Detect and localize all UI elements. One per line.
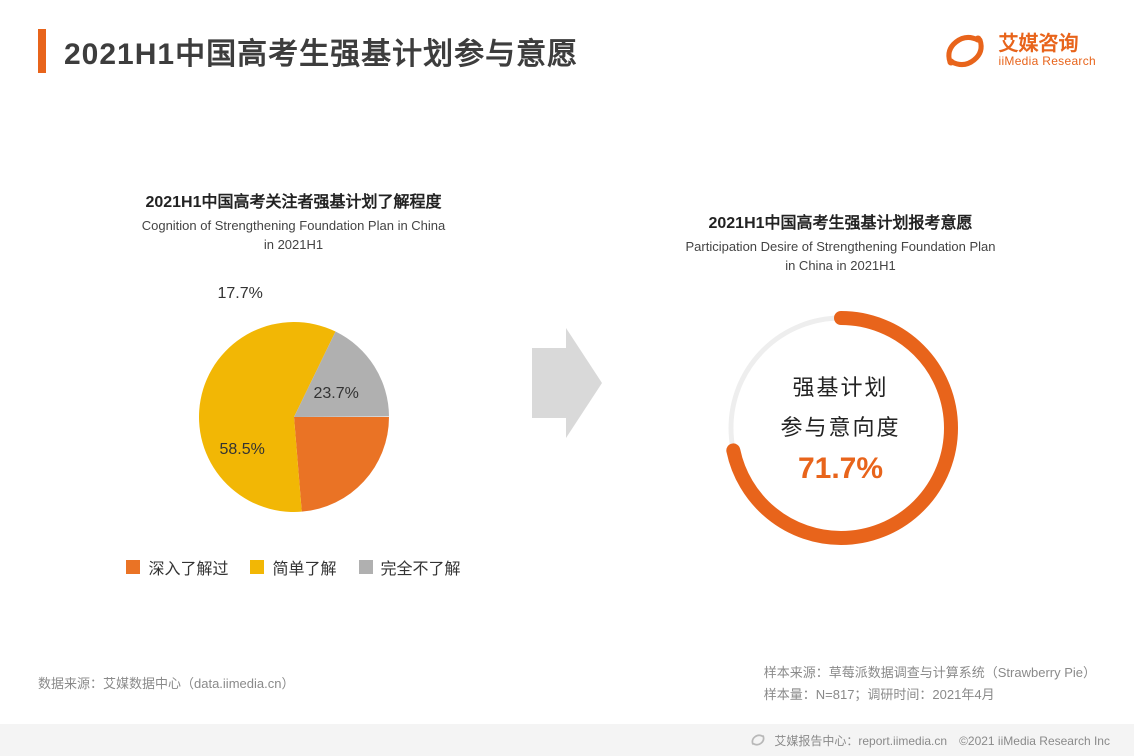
left-title-en1: Cognition of Strengthening Foundation Pl…	[142, 216, 446, 236]
right-title-en2: in China in 2021H1	[685, 256, 995, 276]
legend-swatch	[359, 560, 373, 574]
left-panel: 2021H1中国高考关注者强基计划了解程度 Cognition of Stren…	[60, 188, 527, 579]
header: 2021H1中国高考生强基计划参与意愿 艾媒咨询 iiMedia Researc…	[38, 28, 1096, 74]
ring-value: 71.7%	[780, 452, 900, 486]
ring-chart: 强基计划 参与意向度 71.7%	[711, 298, 971, 558]
page-title: 2021H1中国高考生强基计划参与意愿	[64, 29, 578, 73]
legend-label: 深入了解过	[148, 555, 228, 579]
pie-slice-label: 58.5%	[220, 441, 265, 459]
right-panel: 2021H1中国高考生强基计划报考意愿 Participation Desire…	[607, 209, 1074, 558]
legend-swatch	[250, 560, 264, 574]
brand-logo: 艾媒咨询 iiMedia Research	[942, 28, 1096, 74]
pie-legend: 深入了解过 简单了解 完全不了解	[126, 555, 460, 579]
right-title-en1: Participation Desire of Strengthening Fo…	[685, 237, 995, 257]
left-title-cn: 2021H1中国高考关注者强基计划了解程度	[142, 188, 446, 212]
legend-item: 完全不了解	[359, 555, 461, 579]
pie-slice	[294, 417, 389, 512]
legend-label: 完全不了解	[381, 555, 461, 579]
left-titles: 2021H1中国高考关注者强基计划了解程度 Cognition of Stren…	[142, 188, 446, 255]
logo-icon	[942, 28, 988, 74]
legend-item: 简单了解	[250, 555, 336, 579]
footer-left: 数据来源：艾媒数据中心（data.iimedia.cn）	[38, 673, 294, 692]
pie-slice-label: 23.7%	[314, 385, 359, 403]
bottom-bar-text: 艾媒报告中心：report.iimedia.cn ©2021 iiMedia R…	[774, 732, 1110, 749]
bottom-logo-icon	[750, 732, 766, 748]
right-titles: 2021H1中国高考生强基计划报考意愿 Participation Desire…	[685, 209, 995, 276]
ring-center: 强基计划 参与意向度 71.7%	[780, 370, 900, 486]
arrow-icon	[532, 328, 602, 438]
title-wrap: 2021H1中国高考生强基计划参与意愿	[38, 29, 578, 73]
logo-en: iiMedia Research	[998, 55, 1096, 68]
accent-bar	[38, 29, 46, 73]
bottom-bar: 艾媒报告中心：report.iimedia.cn ©2021 iiMedia R…	[0, 724, 1134, 756]
footer-right-line1: 样本来源：草莓派数据调查与计算系统（Strawberry Pie）	[764, 662, 1096, 684]
footer-right-line2: 样本量：N=817；调研时间：2021年4月	[764, 684, 1096, 706]
left-title-en2: in 2021H1	[142, 235, 446, 255]
footer-right: 样本来源：草莓派数据调查与计算系统（Strawberry Pie） 样本量：N=…	[764, 662, 1096, 706]
content-area: 2021H1中国高考关注者强基计划了解程度 Cognition of Stren…	[60, 130, 1074, 636]
pie-chart: 23.7% 58.5% 17.7%	[164, 277, 424, 537]
logo-cn: 艾媒咨询	[998, 33, 1096, 55]
legend-label: 简单了解	[272, 555, 336, 579]
legend-swatch	[126, 560, 140, 574]
ring-line2: 参与意向度	[780, 410, 900, 442]
legend-item: 深入了解过	[126, 555, 228, 579]
pie-slice-label: 17.7%	[218, 285, 263, 303]
right-title-cn: 2021H1中国高考生强基计划报考意愿	[685, 209, 995, 233]
arrow	[527, 328, 607, 438]
ring-line1: 强基计划	[780, 370, 900, 402]
logo-text: 艾媒咨询 iiMedia Research	[998, 33, 1096, 68]
